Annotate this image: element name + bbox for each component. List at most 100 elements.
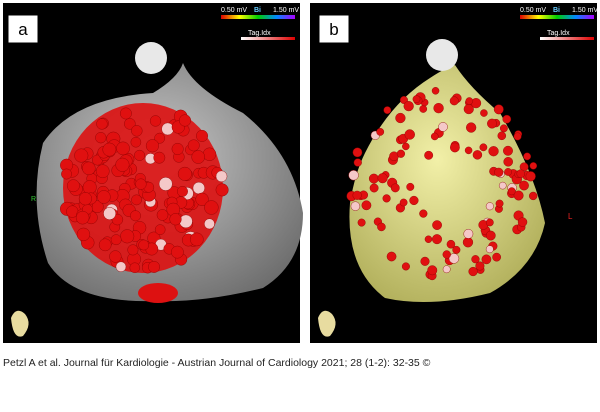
ablation-point — [109, 250, 122, 263]
ablation-point — [357, 218, 366, 227]
ablation-point — [66, 179, 80, 193]
ablation-point — [192, 181, 205, 195]
orientation-label: L — [568, 212, 573, 221]
ablation-point — [485, 218, 494, 227]
panel-label: a — [18, 20, 28, 39]
legend-label: Tag.Idx — [547, 30, 570, 37]
ablation-point — [74, 148, 89, 163]
ablation-point — [382, 194, 391, 203]
ablation-point — [427, 265, 438, 276]
ablation-point — [187, 139, 200, 152]
ablation-point — [75, 210, 90, 225]
ablation-point — [504, 168, 512, 176]
ablation-point — [513, 190, 524, 201]
color-scale — [221, 15, 295, 19]
ablation-point — [503, 157, 513, 167]
ablation-point — [495, 199, 504, 208]
ablation-point — [120, 229, 135, 244]
ablation-point — [171, 245, 184, 259]
ablation-point — [503, 145, 513, 156]
ablation-point — [145, 139, 159, 153]
ablation-point — [523, 152, 531, 161]
ablation-point — [135, 178, 147, 190]
ablation-point — [498, 181, 507, 190]
ablation-point — [134, 149, 146, 161]
ablation-point — [348, 170, 359, 181]
ablation-point — [493, 104, 504, 115]
ablation-point — [519, 180, 529, 191]
head-icon — [135, 42, 167, 74]
ablation-point — [352, 147, 363, 158]
label-box — [7, 14, 39, 44]
ablation-point — [131, 125, 143, 137]
ablation-point — [383, 106, 392, 114]
ablation-point — [189, 232, 204, 247]
scale-min: 0.50 mV — [221, 7, 247, 14]
ablation-point — [529, 162, 538, 170]
ablation-point — [446, 239, 456, 249]
heart-icon — [11, 310, 29, 337]
ablation-point — [102, 142, 117, 157]
ablation-point — [103, 207, 117, 220]
ablation-point — [485, 202, 494, 211]
ablation-point — [115, 261, 127, 272]
ablation-point — [204, 218, 215, 230]
ablation-point — [353, 158, 362, 167]
ablation-point — [442, 250, 451, 259]
ablation-point — [148, 260, 160, 273]
ablation-point — [138, 239, 150, 251]
color-scale — [520, 15, 594, 19]
caption: Petzl A et al. Journal für Kardiologie -… — [3, 357, 431, 369]
ablation-point — [485, 230, 496, 241]
ablation-point — [115, 157, 130, 172]
ablation-point — [517, 217, 528, 227]
ablation-point — [350, 201, 361, 211]
ablation-point — [195, 192, 209, 206]
ablation-point — [513, 132, 522, 141]
ablation-point — [399, 198, 408, 207]
ablation-point — [179, 214, 193, 229]
ablation-point — [390, 183, 400, 193]
scale-name: Bi — [553, 7, 560, 14]
ablation-point — [127, 244, 139, 256]
ablation-point — [487, 118, 497, 129]
scale-name: Bi — [254, 7, 261, 14]
ablation-point — [406, 182, 415, 191]
ablation-point — [130, 136, 142, 148]
ablation-point — [431, 87, 440, 95]
ablation-point — [178, 114, 192, 127]
ablation-point — [432, 234, 442, 245]
ablation-point — [494, 167, 504, 177]
ablation-point — [396, 149, 405, 158]
ablation-point — [98, 238, 112, 252]
ablation-point — [419, 209, 428, 218]
ablation-point — [171, 142, 184, 155]
ablation-point — [465, 97, 474, 105]
panel-label: b — [329, 20, 338, 39]
ablation-point — [76, 227, 91, 242]
panel-b: b 0.50 mV Bi 1.50 mV Tag.Idx L — [310, 3, 598, 343]
ablation-point — [502, 114, 512, 124]
ablation-points — [346, 87, 538, 281]
scale-max: 1.50 mV — [273, 7, 299, 14]
ablation-point — [430, 132, 439, 141]
scale-max: 1.50 mV — [572, 7, 598, 14]
ablation-point — [462, 237, 474, 248]
ablation-point — [516, 169, 526, 178]
ablation-point — [158, 177, 173, 191]
ablation-point — [401, 262, 410, 271]
ablation-point — [78, 192, 92, 206]
ablation-point — [96, 118, 108, 130]
ablation-point — [352, 190, 362, 200]
ablation-point — [177, 185, 188, 197]
ablation-point — [376, 128, 385, 136]
ablation-point — [464, 146, 473, 155]
ablation-point — [442, 265, 451, 274]
panel-a: a 0.50 mV Bi 1.50 mV Tag.Idx R — [3, 3, 304, 343]
ablation-point — [169, 213, 182, 226]
ablation-points — [60, 107, 229, 274]
ablation-point — [161, 122, 174, 136]
legend-bar — [540, 37, 594, 40]
ablation-point — [475, 261, 485, 271]
